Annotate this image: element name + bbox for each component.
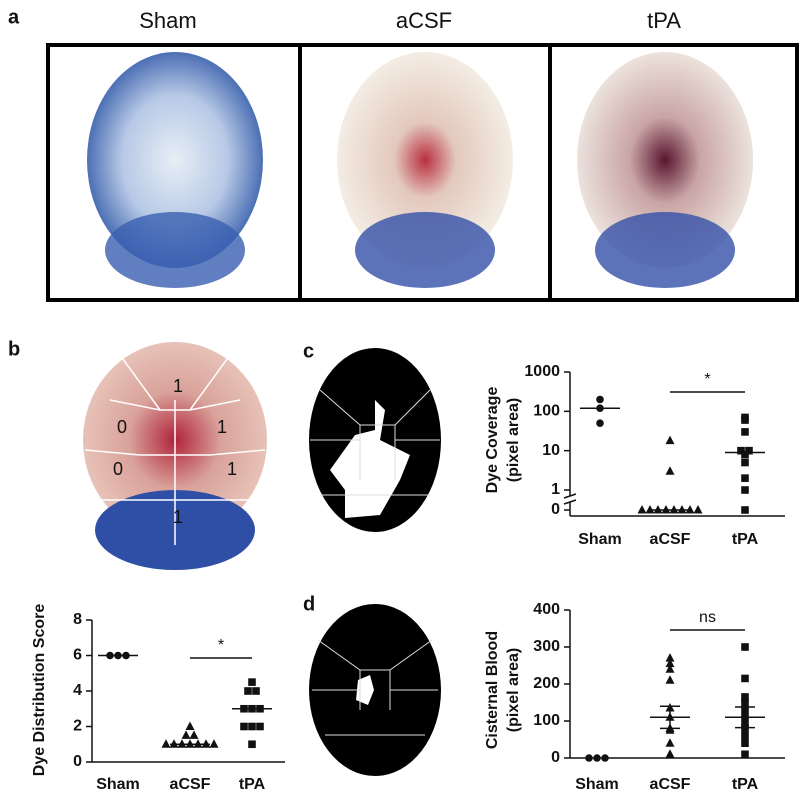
region-score: 0 [113,459,123,479]
data-point [665,435,675,445]
data-point [741,458,749,467]
data-point [181,730,191,739]
x-tick-label: tPA [239,776,266,793]
y-tick-label: 0 [551,749,560,766]
x-tick-label: aCSF [650,776,691,793]
data-point [741,693,749,701]
data-point [209,739,219,748]
brain-photo [87,52,263,288]
data-point [665,725,675,734]
data-point [741,750,749,759]
y-tick-label: 300 [533,638,560,655]
data-point [248,722,256,731]
data-point [240,722,248,731]
binary-image [309,348,441,532]
data-point [256,722,264,731]
binary-image [309,604,441,776]
panel-label: b [8,338,20,360]
photo-label: Sham [139,8,196,33]
data-point [585,754,593,762]
data-point [161,739,171,748]
data-point [665,664,675,673]
y-tick-label: 200 [533,675,560,692]
data-point [693,505,703,514]
data-point [741,486,749,494]
data-point [665,749,675,758]
data-point [244,687,252,695]
data-point [741,450,749,459]
data-point [665,675,675,684]
data-point [601,754,609,762]
data-point [248,678,256,686]
photo-label: aCSF [396,8,452,33]
region-score: 1 [227,459,237,479]
data-point [593,754,601,762]
y-tick-label: 100 [533,712,560,729]
brain-photo [337,52,513,288]
data-point [741,416,749,424]
data-point [248,740,256,749]
data-point [741,698,749,707]
region-score: 0 [117,417,127,437]
x-tick-label: aCSF [650,531,691,548]
data-point [745,446,753,455]
y-axis-label: Dye Coverage [484,387,501,494]
x-tick-label: aCSF [170,776,211,793]
data-point [741,739,749,747]
significance-label: ns [699,609,716,626]
brain-photo [577,52,753,288]
x-tick-label: tPA [732,776,759,793]
region-score: 1 [173,376,183,396]
data-point [637,505,647,514]
data-point [596,395,604,404]
data-point [665,466,675,475]
region-score: 1 [217,417,227,437]
brain-regions [83,342,267,570]
x-tick-label: Sham [578,531,622,548]
y-tick-label: 10 [542,442,560,459]
y-tick-label: 4 [73,682,82,699]
y-tick-label: 1000 [524,363,560,380]
y-tick-label: 2 [73,718,82,735]
y-axis-label: Dye Distribution Score [31,604,48,777]
y-axis-label: (pixel area) [505,648,522,732]
data-point [741,506,749,514]
data-point [741,428,749,436]
y-tick-label: 1 [551,481,560,498]
x-tick-label: Sham [96,776,140,793]
y-axis-label: Cisternal Blood [484,631,501,749]
data-point [741,732,749,740]
y-tick-label: 0 [551,501,560,518]
y-tick-label: 6 [73,647,82,664]
region-score: 1 [173,507,183,527]
data-point [189,730,199,739]
panel-label: c [303,340,314,362]
data-point [185,721,195,730]
y-tick-label: 8 [73,611,82,628]
x-tick-label: tPA [732,531,759,548]
data-point [737,446,745,455]
axis-break [563,499,577,505]
data-point [665,738,675,747]
data-point [252,687,260,695]
axis-break [563,493,577,499]
y-axis-label: (pixel area) [505,398,522,482]
data-point [665,658,675,668]
x-tick-label: Sham [575,776,619,793]
data-point [596,419,604,427]
data-point [741,474,749,482]
panel-label: a [8,6,20,28]
photo-label: tPA [647,8,681,33]
significance-label: * [704,371,710,388]
y-tick-label: 0 [73,753,82,770]
data-point [741,643,749,651]
data-point [665,653,675,662]
data-point [741,674,749,683]
y-tick-label: 400 [533,601,560,618]
y-tick-label: 100 [533,403,560,420]
significance-label: * [218,637,224,654]
panel-label: d [303,593,315,615]
